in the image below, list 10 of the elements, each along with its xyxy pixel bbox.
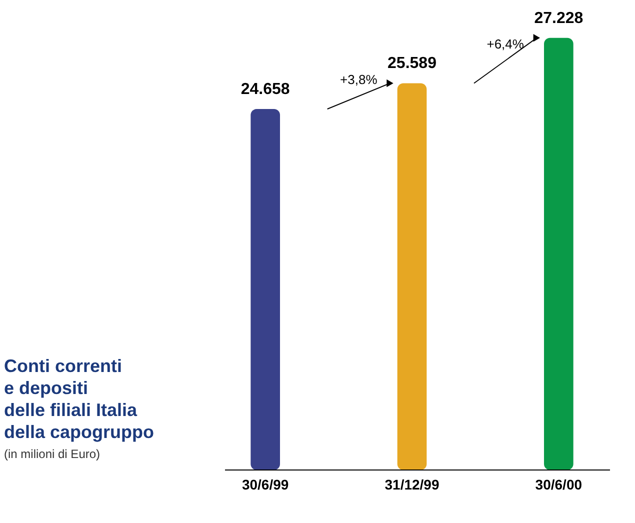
x-tick-label: 30/6/99 (242, 476, 289, 492)
annotation: +6,4% (486, 36, 524, 52)
annotation: +3,8% (340, 72, 378, 88)
x-tick-label: 30/6/00 (535, 476, 582, 492)
x-tick-label: 31/12/99 (384, 476, 440, 492)
text: Conti correnti e depositi delle filiali Italia della capogruppo (4, 356, 154, 442)
text: (in milioni di Euro) (4, 447, 100, 461)
data-label: 27.228 (534, 10, 584, 27)
data-label: 24.658 (240, 80, 290, 98)
data-label: 25.589 (388, 55, 437, 72)
